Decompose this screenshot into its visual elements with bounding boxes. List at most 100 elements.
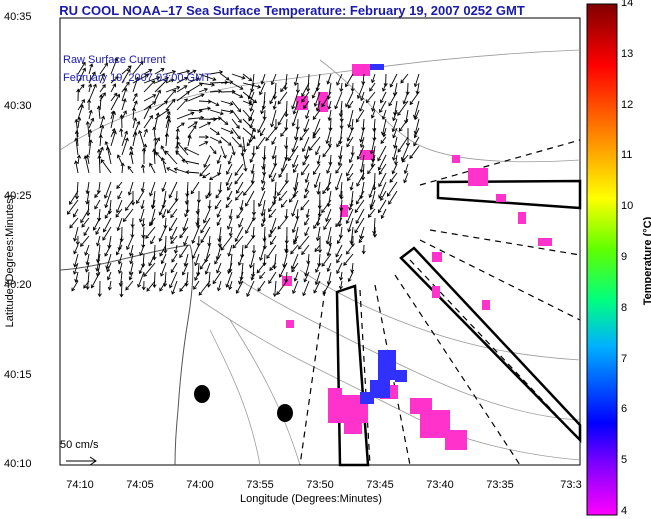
current-vector (218, 226, 222, 242)
current-vector-head (161, 214, 166, 219)
current-vector (231, 73, 245, 79)
current-vector-head (278, 173, 283, 178)
current-vector (86, 154, 90, 165)
y-tick-label: 40:15 (4, 368, 32, 381)
current-vector (372, 100, 376, 112)
current-vector-head (292, 290, 296, 294)
current-vector (149, 217, 156, 226)
current-vector-head (379, 99, 384, 104)
current-vector-head (114, 57, 119, 62)
x-tick-label: 74:05 (126, 479, 154, 491)
current-vector (242, 82, 261, 88)
current-vector-head (202, 219, 207, 224)
current-vector-head (94, 205, 99, 210)
current-vector-head (303, 105, 307, 109)
current-vector (235, 226, 244, 242)
legend-label: Raw Surface Current (63, 54, 166, 66)
current-vector (152, 199, 156, 208)
current-vector (141, 199, 145, 209)
current-vector (304, 145, 310, 159)
current-vector-head (413, 83, 418, 88)
current-vector-head (271, 201, 277, 206)
current-vector-head (358, 239, 363, 244)
current-vector-head (81, 98, 85, 103)
current-vector-head (312, 134, 317, 139)
current-vector (167, 199, 178, 214)
current-vector-head (251, 234, 256, 239)
current-vector (219, 181, 222, 193)
current-vector (121, 65, 132, 75)
current-vector-head (214, 205, 219, 210)
current-vector-head (117, 195, 122, 200)
current-vector-head (120, 162, 125, 167)
current-vector (369, 82, 376, 92)
current-vector-head (315, 237, 321, 242)
current-vector-head (350, 243, 355, 248)
colorbar (586, 3, 618, 516)
current-vector (380, 91, 387, 103)
current-vector (394, 136, 398, 148)
current-vector (399, 118, 409, 132)
current-vector-head (228, 232, 233, 237)
current-vector-head (244, 244, 249, 249)
current-vector (231, 100, 241, 112)
current-vector (373, 118, 376, 132)
current-vector (231, 91, 243, 98)
current-vector (392, 109, 398, 121)
current-vector-head (354, 209, 359, 214)
current-vector-head (159, 287, 163, 292)
y-axis-label: Latitude (Degrees:Minutes) (4, 194, 16, 328)
current-vector-head (272, 293, 277, 298)
current-vector (327, 262, 332, 272)
current-vector (143, 262, 156, 277)
current-vector (132, 217, 134, 228)
current-vector (154, 113, 159, 129)
current-vector-head (301, 251, 305, 256)
current-vector-head (239, 86, 244, 90)
current-vector (351, 118, 354, 131)
current-vector (256, 136, 266, 150)
current-vector-head (198, 291, 203, 296)
current-vector (378, 199, 387, 213)
current-vector-head (168, 284, 173, 289)
current-vector-head (227, 270, 232, 275)
current-vector (76, 181, 79, 199)
current-vector-head (291, 105, 296, 110)
current-vector-head (185, 209, 190, 214)
current-vector-head (97, 148, 102, 153)
current-vector (220, 73, 230, 81)
current-vector (176, 70, 190, 75)
current-vector (176, 85, 188, 93)
current-vector (73, 208, 79, 218)
current-vector (285, 118, 288, 131)
current-vector-head (246, 293, 251, 297)
current-vector-head (83, 284, 87, 289)
current-vector (110, 58, 118, 75)
current-vector-head (202, 174, 207, 179)
current-vector-head (106, 276, 111, 281)
current-vector-head (339, 207, 344, 212)
current-vector (164, 271, 167, 287)
current-vector-head (225, 182, 230, 187)
current-vector (176, 112, 194, 120)
current-vector (304, 118, 310, 132)
current-vector-head (148, 69, 153, 73)
current-vector (88, 84, 92, 93)
current-vector (293, 163, 299, 173)
current-vector-head (128, 271, 133, 276)
current-vector-head (67, 210, 71, 215)
current-vector (404, 163, 409, 174)
current-vector (268, 163, 277, 178)
current-vector-head (265, 137, 270, 142)
current-vector (220, 109, 233, 113)
current-vector-head (234, 180, 239, 185)
current-vector (256, 262, 266, 274)
current-vector-head (405, 142, 411, 147)
current-vector-head (99, 146, 104, 151)
current-vector-head (211, 82, 216, 87)
current-vector (154, 79, 168, 93)
current-vector-head (122, 98, 127, 103)
current-vector (88, 140, 92, 156)
current-vector-head (124, 130, 129, 135)
current-vector-head (183, 85, 188, 89)
